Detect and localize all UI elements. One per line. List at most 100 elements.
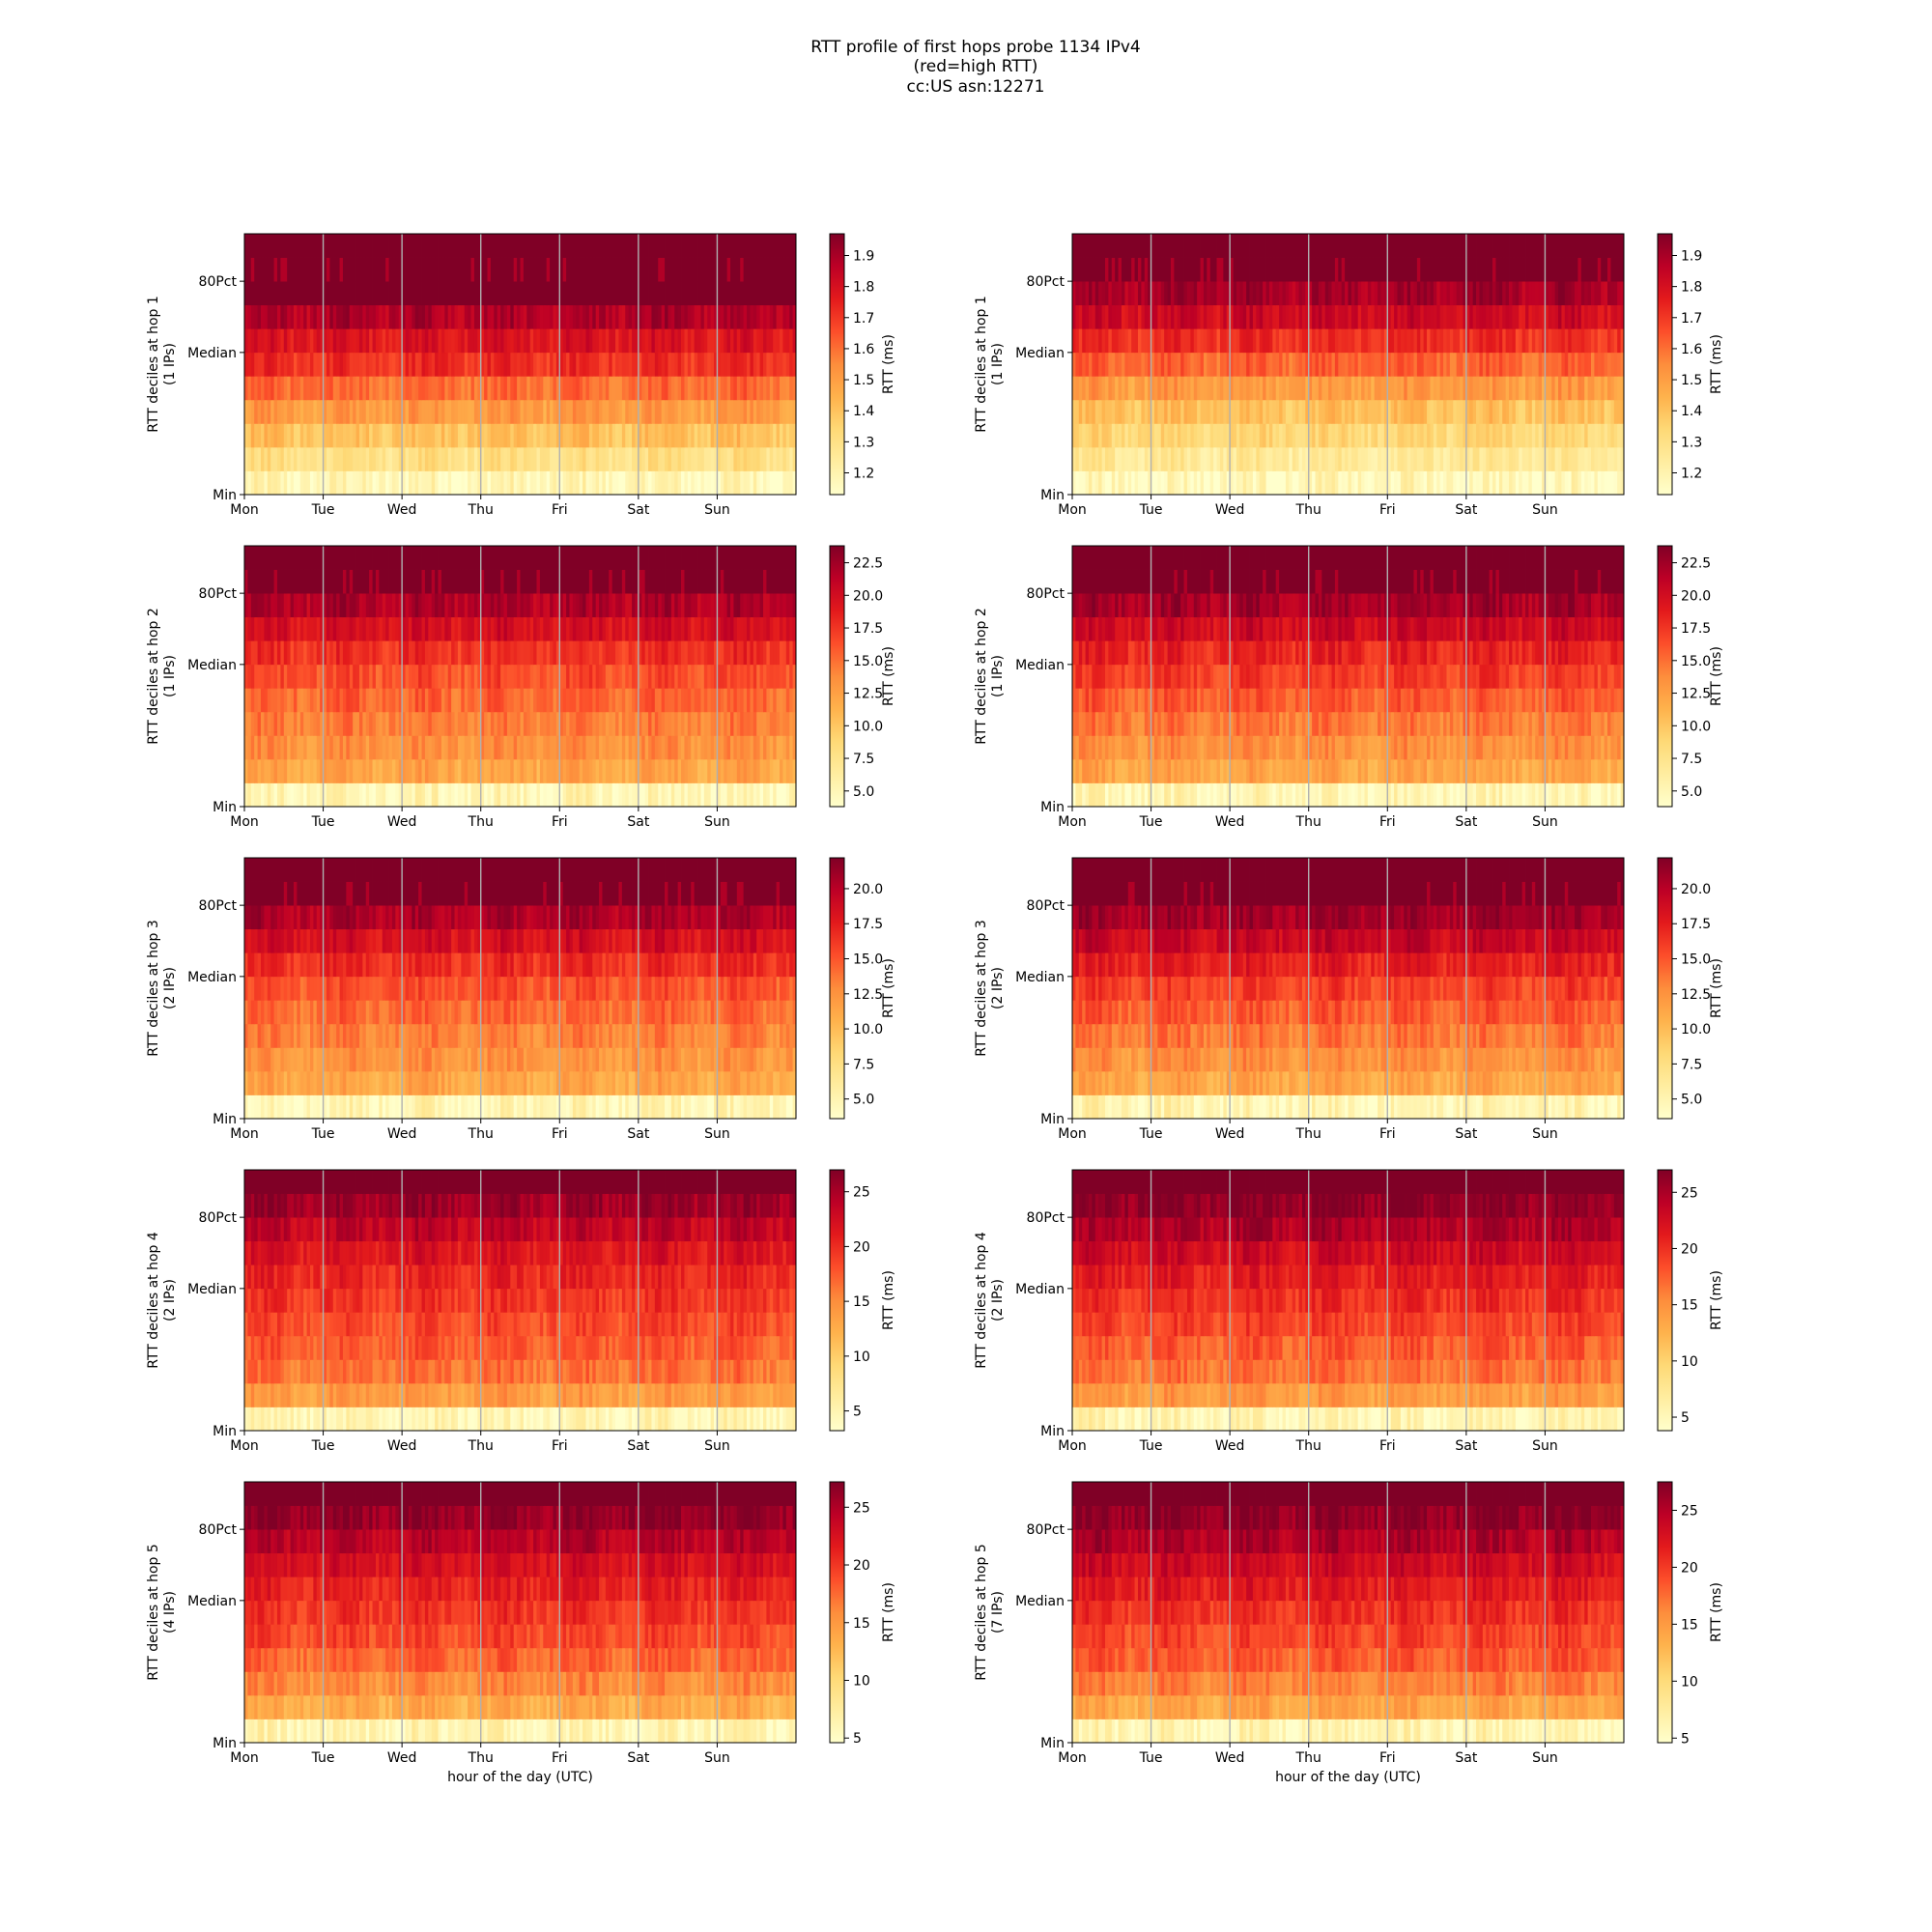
heatmap-cell xyxy=(562,376,567,401)
heatmap-cell xyxy=(1318,304,1322,329)
heatmap-cell xyxy=(759,711,764,736)
heatmap-cell xyxy=(546,328,551,354)
heatmap-cell xyxy=(1486,328,1491,354)
heatmap-cell xyxy=(510,376,515,401)
heatmap-cell xyxy=(1200,234,1205,258)
heatmap-cell xyxy=(517,352,521,377)
heatmap-cell xyxy=(1564,257,1569,282)
heatmap-cell xyxy=(789,423,793,448)
heatmap-cell xyxy=(438,352,442,377)
heatmap-cell xyxy=(625,735,630,760)
heatmap-cell xyxy=(1331,234,1336,258)
heatmap-cell xyxy=(1469,446,1474,471)
heatmap-cell xyxy=(553,640,557,666)
heatmap-cell xyxy=(391,782,396,808)
heatmap-cell xyxy=(494,304,498,329)
heatmap-cell xyxy=(1072,376,1076,401)
heatmap-cell xyxy=(447,735,452,760)
heatmap-cell xyxy=(529,758,534,783)
heatmap-cell xyxy=(605,328,610,354)
heatmap-cell xyxy=(273,782,278,808)
heatmap-cell xyxy=(468,446,471,471)
heatmap-cell xyxy=(1331,328,1336,354)
heatmap-cell xyxy=(677,328,682,354)
heatmap-cell xyxy=(599,446,603,471)
heatmap-cell xyxy=(444,782,449,808)
heatmap-cell xyxy=(579,304,583,329)
heatmap-cell xyxy=(1186,352,1191,377)
heatmap-cell xyxy=(1469,281,1474,306)
heatmap-cell xyxy=(1078,328,1083,354)
heatmap-cell xyxy=(1141,234,1146,258)
heatmap-cell xyxy=(523,711,527,736)
heatmap-cell xyxy=(533,352,537,377)
heatmap-cell xyxy=(329,664,334,689)
heatmap-cell xyxy=(1404,257,1408,282)
heatmap-cell xyxy=(1476,399,1480,424)
heatmap-cell xyxy=(1193,281,1198,306)
heatmap-cell xyxy=(632,399,636,424)
heatmap-cell xyxy=(1354,376,1359,401)
heatmap-cell xyxy=(588,640,593,666)
heatmap-cell xyxy=(309,782,314,808)
heatmap-cell xyxy=(490,304,495,329)
heatmap-cell xyxy=(484,376,488,401)
heatmap-cell xyxy=(1561,399,1566,424)
heatmap-cell xyxy=(303,758,307,783)
heatmap-cell xyxy=(1515,328,1520,354)
heatmap-cell xyxy=(424,257,429,282)
heatmap-cell xyxy=(379,281,384,306)
heatmap-cell xyxy=(691,281,696,306)
heatmap-cell xyxy=(1223,470,1228,496)
heatmap-cell xyxy=(632,711,636,736)
heatmap-cell xyxy=(260,257,265,282)
heatmap-cell xyxy=(529,257,534,282)
heatmap-cell xyxy=(1439,399,1444,424)
heatmap-cell xyxy=(536,735,541,760)
heatmap-cell xyxy=(497,328,501,354)
heatmap-cell xyxy=(1400,446,1405,471)
heatmap-cell xyxy=(1406,234,1411,258)
heatmap-cell xyxy=(1295,470,1299,496)
heatmap-cell xyxy=(1301,470,1306,496)
heatmap-cell xyxy=(339,234,344,258)
heatmap-cell xyxy=(750,664,754,689)
heatmap-cell xyxy=(769,664,774,689)
heatmap-cell xyxy=(1180,470,1184,496)
heatmap-cell xyxy=(536,328,541,354)
heatmap-cell xyxy=(1186,281,1191,306)
heatmap-cell xyxy=(766,328,771,354)
heatmap-cell xyxy=(1219,257,1224,282)
heatmap-cell xyxy=(736,304,741,329)
heatmap-cell xyxy=(789,470,793,496)
heatmap-cell xyxy=(1601,234,1605,258)
heatmap-cell xyxy=(353,782,356,808)
heatmap-cell xyxy=(353,352,356,377)
heatmap-cell xyxy=(1400,257,1405,282)
heatmap-cell xyxy=(576,735,581,760)
heatmap-cell xyxy=(500,328,504,354)
heatmap-cell xyxy=(1416,376,1421,401)
heatmap-cell xyxy=(1410,257,1414,282)
heatmap-cell xyxy=(306,257,311,282)
heatmap-cell xyxy=(789,640,793,666)
heatmap-cell xyxy=(769,304,774,329)
heatmap-cell xyxy=(559,304,564,329)
heatmap-cell xyxy=(559,399,564,424)
heatmap-cell xyxy=(414,281,419,306)
heatmap-cell xyxy=(1263,328,1266,354)
heatmap-cell xyxy=(500,257,504,282)
heatmap-cell xyxy=(1604,281,1608,306)
heatmap-cell xyxy=(1400,304,1405,329)
heatmap-cell xyxy=(641,782,646,808)
heatmap-cell xyxy=(1213,423,1217,448)
heatmap-cell xyxy=(785,782,790,808)
heatmap-cell xyxy=(299,234,304,258)
colorbar-tick-label: 1.9 xyxy=(853,249,874,265)
heatmap-cell xyxy=(546,735,551,760)
heatmap-cell xyxy=(585,688,590,713)
heatmap-cell xyxy=(1239,257,1244,282)
heatmap-cell xyxy=(585,664,590,689)
heatmap-cell xyxy=(579,470,583,496)
heatmap-cell xyxy=(1476,423,1480,448)
